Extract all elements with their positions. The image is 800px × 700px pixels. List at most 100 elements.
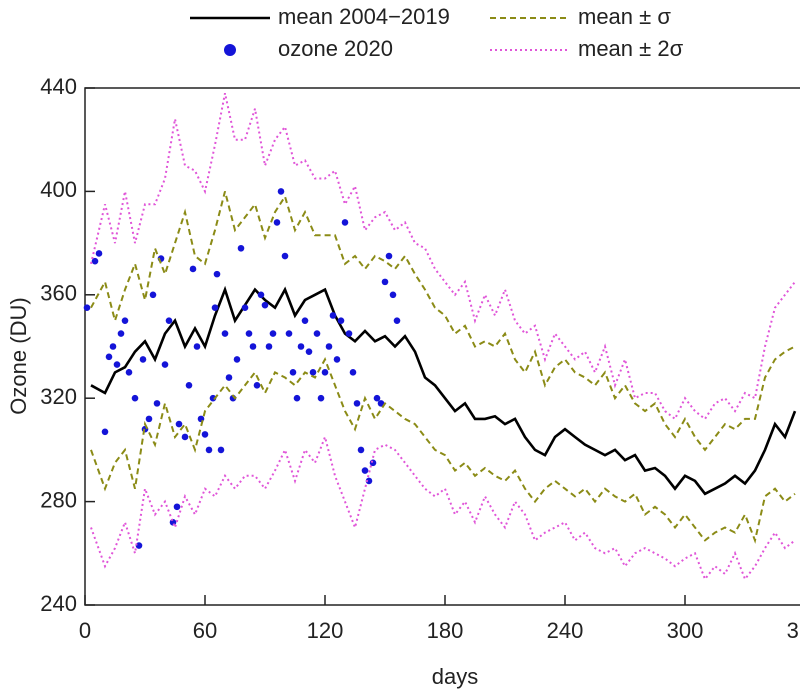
data-point	[377, 400, 385, 407]
data-point	[237, 244, 245, 252]
data-point	[95, 250, 103, 257]
data-point	[265, 343, 273, 350]
data-point	[305, 348, 313, 355]
data-point	[261, 301, 269, 309]
data-point	[313, 330, 321, 337]
data-point	[201, 431, 209, 438]
data-point	[301, 317, 309, 324]
data-point	[153, 400, 161, 407]
data-point	[189, 265, 197, 273]
data-point	[309, 369, 317, 376]
y-tick-label: 280	[40, 487, 77, 512]
data-point	[217, 446, 225, 454]
data-point	[165, 317, 173, 324]
data-point	[211, 304, 219, 312]
x-axis-label: days	[432, 664, 478, 689]
data-point	[145, 415, 153, 423]
x-tick-label: 300	[667, 618, 704, 643]
series-line	[90, 92, 796, 421]
data-point	[349, 369, 357, 376]
data-point	[181, 433, 189, 441]
data-point	[125, 369, 133, 376]
data-point	[333, 356, 341, 363]
data-point	[289, 369, 297, 376]
data-point	[253, 381, 261, 389]
data-point	[131, 394, 139, 402]
data-point	[269, 330, 277, 337]
data-point	[317, 394, 325, 402]
data-point	[393, 317, 401, 324]
data-point	[113, 361, 121, 368]
data-point	[193, 343, 201, 350]
data-point	[245, 330, 253, 337]
x-tick-label: 180	[427, 618, 464, 643]
data-point	[91, 257, 99, 265]
data-point	[135, 542, 143, 549]
data-point	[175, 420, 183, 428]
data-point	[273, 219, 281, 226]
x-tick-label: 120	[307, 618, 344, 643]
y-tick-label: 320	[40, 384, 77, 409]
data-point	[329, 312, 337, 319]
data-point	[205, 446, 213, 454]
data-point	[361, 467, 369, 474]
x-tick-label: 0	[79, 618, 91, 643]
data-point	[373, 394, 381, 402]
series-line	[90, 357, 796, 544]
y-tick-label: 240	[40, 591, 77, 616]
data-point	[365, 477, 373, 485]
data-point	[257, 291, 265, 299]
data-point	[185, 381, 193, 389]
data-point	[357, 446, 365, 454]
data-point	[241, 304, 249, 312]
data-point	[213, 270, 221, 278]
data-point	[105, 353, 113, 361]
data-point	[389, 291, 397, 299]
data-point	[109, 343, 117, 350]
data-point	[281, 252, 289, 260]
x-tick-label: 360	[787, 618, 800, 643]
data-point	[225, 374, 233, 381]
y-tick-label: 440	[40, 74, 77, 99]
data-point	[385, 252, 393, 260]
legend-label: mean 2004−2019	[278, 4, 450, 29]
data-point	[149, 291, 157, 299]
data-point	[161, 361, 169, 368]
data-point	[381, 278, 389, 286]
legend-label: mean ± σ	[578, 4, 671, 29]
series-line	[90, 285, 797, 496]
data-point	[293, 394, 301, 402]
data-point	[345, 330, 353, 337]
data-point	[139, 356, 147, 363]
series-line	[90, 191, 796, 452]
legend-label: mean ± 2σ	[578, 36, 684, 61]
data-point	[233, 356, 241, 363]
data-point	[353, 400, 361, 407]
data-point	[285, 330, 293, 337]
series-line	[90, 433, 796, 582]
legend-label: ozone 2020	[278, 36, 393, 61]
x-tick-label: 240	[547, 618, 584, 643]
data-point	[325, 343, 333, 350]
y-tick-label: 360	[40, 281, 77, 306]
data-point	[221, 330, 229, 337]
data-point	[277, 188, 285, 195]
data-point	[173, 503, 181, 511]
x-tick-label: 60	[193, 618, 217, 643]
y-tick-label: 400	[40, 177, 77, 202]
data-point	[83, 304, 91, 312]
plot-frame	[84, 87, 800, 606]
y-axis-label: Ozone (DU)	[6, 297, 31, 414]
data-point	[337, 317, 345, 324]
data-point	[101, 428, 109, 436]
data-point	[369, 459, 377, 467]
legend-marker	[224, 44, 236, 56]
data-point	[321, 369, 329, 376]
data-point	[341, 219, 349, 226]
data-point	[117, 330, 125, 337]
data-point	[249, 343, 257, 350]
data-point	[297, 343, 305, 350]
data-point	[121, 317, 129, 324]
